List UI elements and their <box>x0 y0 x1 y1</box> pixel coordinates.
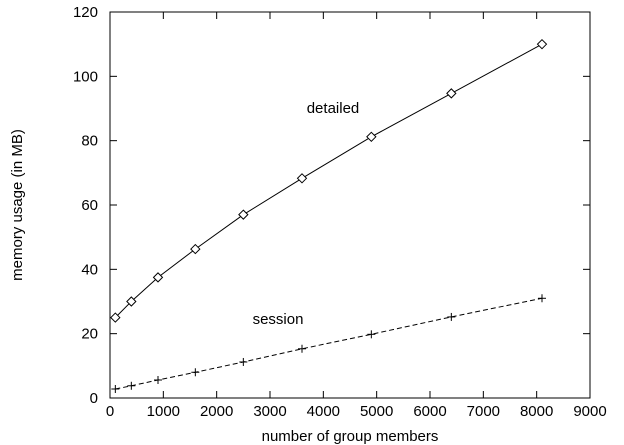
y-tick-label: 80 <box>81 133 98 150</box>
x-axis-label: number of group members <box>262 428 439 445</box>
data-point-detailed <box>110 312 121 323</box>
data-point-session <box>127 381 136 390</box>
series-layer <box>110 38 548 393</box>
data-point-detailed <box>536 38 548 50</box>
x-tick-label: 1000 <box>147 403 180 420</box>
series-line-detailed <box>114 43 543 318</box>
data-point-session <box>154 375 162 384</box>
x-tick-label: 2000 <box>200 403 233 420</box>
ticks-layer: 0 1000 2000 3000 4000 5000 6000 7000 8000 9000 0 20… <box>73 4 607 420</box>
series-line-session <box>115 297 543 390</box>
data-point-session <box>538 294 546 303</box>
y-tick-label: 100 <box>73 68 98 85</box>
series-label-detailed: detailed <box>307 100 360 117</box>
data-point-detailed <box>366 131 377 143</box>
data-point-session <box>447 312 456 321</box>
x-tick-label: 9000 <box>573 403 606 420</box>
plot-area <box>109 11 591 399</box>
y-tick-label: 20 <box>81 326 98 343</box>
data-point-detailed <box>238 209 249 220</box>
x-tick-label: 5000 <box>360 403 393 420</box>
data-point-session <box>191 368 200 377</box>
data-point-detailed <box>126 296 137 307</box>
x-tick-label: 8000 <box>520 403 553 420</box>
data-point-session <box>367 330 376 339</box>
series-label-session: session <box>253 311 304 328</box>
data-point-session <box>111 384 120 393</box>
y-tick-label: 120 <box>73 4 98 21</box>
y-axis-label: memory usage (in MB) <box>9 129 26 281</box>
x-tick-label: 7000 <box>467 403 500 420</box>
x-tick-label: 4000 <box>307 403 340 420</box>
data-point-detailed <box>152 272 164 283</box>
data-point-detailed <box>296 173 308 184</box>
data-point-session <box>239 357 248 366</box>
y-tick-label: 0 <box>90 390 98 407</box>
y-tick-label: 60 <box>81 197 98 214</box>
x-tick-label: 6000 <box>413 403 446 420</box>
data-point-detailed <box>446 88 457 99</box>
data-point-session <box>298 344 306 353</box>
data-point-detailed <box>190 243 201 255</box>
x-tick-label: 0 <box>106 403 114 420</box>
y-tick-label: 40 <box>81 261 98 278</box>
x-tick-label: 3000 <box>253 403 286 420</box>
plot-frame <box>109 11 591 399</box>
